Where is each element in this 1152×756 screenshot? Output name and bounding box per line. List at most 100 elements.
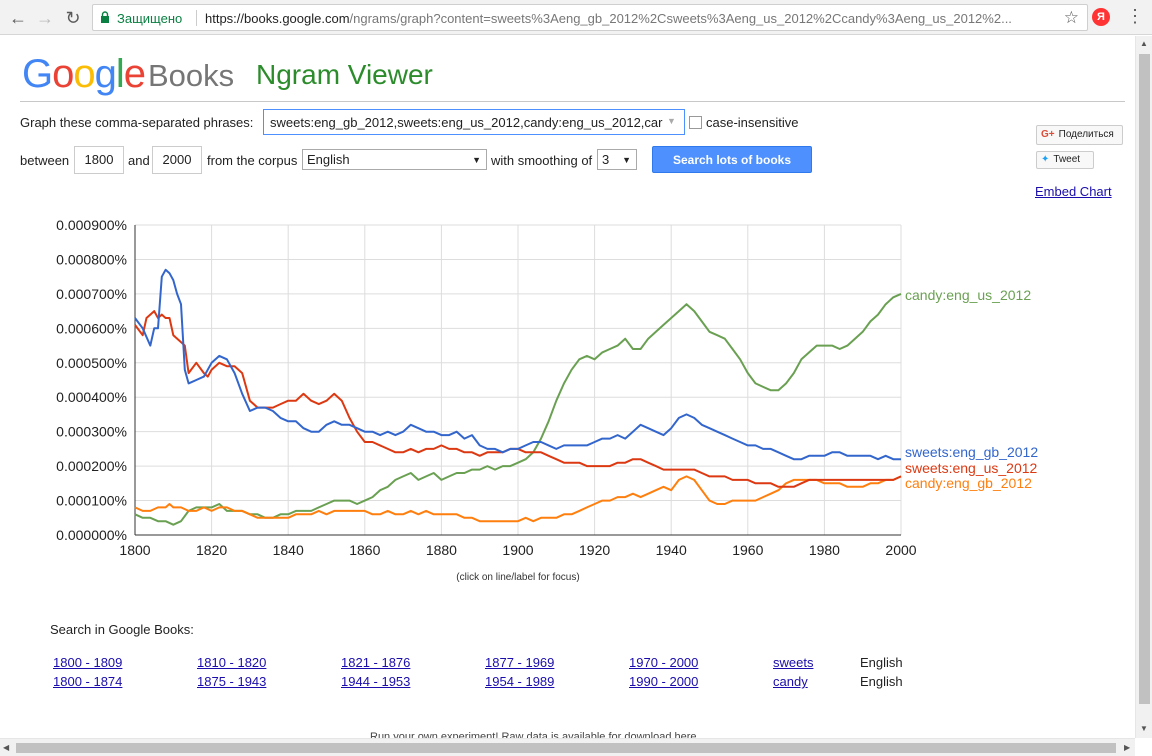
series-line[interactable]	[134, 475, 902, 523]
chevron-down-icon: ▼	[472, 155, 481, 165]
y-tick-label: 0.000100%	[56, 493, 127, 509]
google-logo[interactable]: Google	[22, 52, 146, 97]
book-range-link[interactable]: 1821 - 1876	[341, 655, 411, 670]
y-tick-label: 0.000400%	[56, 389, 127, 405]
book-range-link[interactable]: 1877 - 1969	[485, 655, 555, 670]
back-arrow-icon[interactable]: ←	[9, 8, 27, 28]
series-line[interactable]	[134, 310, 902, 488]
book-range-link[interactable]: 1800 - 1874	[53, 674, 123, 689]
phrases-input[interactable]: sweets:eng_gb_2012,sweets:eng_us_2012,ca…	[263, 109, 685, 135]
series-label[interactable]: candy:eng_us_2012	[905, 287, 1031, 303]
y-tick-label: 0.000800%	[56, 251, 127, 267]
lock-icon	[101, 11, 109, 23]
vertical-scroll-thumb[interactable]	[1139, 54, 1150, 704]
book-term-link[interactable]: candy	[773, 674, 808, 689]
book-range-link[interactable]: 1800 - 1809	[53, 655, 123, 670]
vertical-scrollbar[interactable]: ▲ ▼	[1135, 36, 1152, 738]
book-range-link[interactable]: 1990 - 2000	[629, 674, 699, 689]
end-year-input[interactable]: 2000	[152, 146, 202, 174]
x-tick-label: 1960	[732, 542, 763, 558]
chart-axes: 0.000000% 0.000100% 0.000200% 0.000300% 0.00…	[56, 217, 917, 558]
y-tick-label: 0.000600%	[56, 320, 127, 336]
tweet-label: Tweet	[1053, 154, 1081, 165]
address-divider	[196, 10, 197, 26]
logo-letter: e	[123, 52, 146, 96]
series-label[interactable]: candy:eng_gb_2012	[905, 475, 1032, 491]
scroll-up-icon[interactable]: ▲	[1140, 39, 1148, 48]
and-label: and	[128, 153, 150, 168]
logo-letter: G	[22, 52, 53, 96]
between-label: between	[20, 153, 70, 168]
phrases-dropdown-icon[interactable]: ▼	[667, 116, 676, 126]
twitter-bird-icon: ✦	[1041, 154, 1050, 165]
series-line[interactable]	[134, 268, 901, 461]
chart-grid	[134, 224, 902, 536]
google-plus-share-button[interactable]: G+ Поделиться	[1036, 125, 1123, 145]
corpus-select[interactable]: English ▼	[302, 149, 487, 170]
secure-label: Защищено	[117, 11, 183, 26]
case-insensitive-label: case-insensitive	[706, 115, 799, 130]
book-language: English	[860, 674, 903, 689]
x-tick-label: 1940	[656, 542, 687, 558]
x-tick-label: 1980	[809, 542, 840, 558]
google-plus-icon: G+	[1041, 129, 1055, 140]
phrases-label: Graph these comma-separated phrases:	[20, 115, 254, 130]
x-tick-label: 1880	[426, 542, 457, 558]
series-line[interactable]	[134, 292, 902, 526]
x-tick-label: 1900	[502, 542, 533, 558]
chart-lines[interactable]	[134, 268, 902, 526]
y-tick-label: 0.000300%	[56, 424, 127, 440]
scroll-down-icon[interactable]: ▼	[1140, 724, 1148, 733]
books-logo-text: Books	[148, 58, 235, 93]
logo-letter: o	[52, 52, 74, 96]
embed-chart-link[interactable]: Embed Chart	[1035, 184, 1112, 199]
smoothing-select[interactable]: 3 ▼	[597, 149, 637, 170]
horizontal-scroll-thumb[interactable]	[16, 743, 1116, 753]
y-tick-label: 0.000000%	[56, 527, 127, 543]
logo-letter: g	[94, 52, 117, 96]
smoothing-label: with smoothing of	[491, 153, 593, 168]
url-text[interactable]: https://books.google.com/ngrams/graph?co…	[205, 11, 1055, 26]
header-divider	[20, 101, 1125, 102]
reload-icon[interactable]: ↻	[65, 8, 81, 28]
book-range-link[interactable]: 1944 - 1953	[341, 674, 411, 689]
bookmark-star-icon[interactable]: ☆	[1063, 8, 1079, 27]
book-range-link[interactable]: 1970 - 2000	[629, 655, 699, 670]
share-label: Поделиться	[1058, 129, 1114, 140]
case-insensitive-checkbox[interactable]	[689, 116, 702, 129]
series-label[interactable]: sweets:eng_gb_2012	[905, 444, 1038, 460]
x-tick-label: 1860	[349, 542, 380, 558]
book-range-link[interactable]: 1954 - 1989	[485, 674, 555, 689]
address-bar[interactable]: Защищено https://books.google.com/ngrams…	[92, 4, 1088, 31]
y-tick-label: 0.000900%	[56, 217, 127, 233]
scroll-left-icon[interactable]: ◀	[3, 743, 10, 752]
chart-focus-note: (click on line/label for focus)	[456, 572, 579, 583]
x-tick-label: 1920	[579, 542, 610, 558]
search-in-books-label: Search in Google Books:	[50, 622, 194, 637]
chart-series-labels[interactable]: sweets:eng_gb_2012sweets:eng_us_2012cand…	[905, 287, 1038, 491]
logo-letter: l	[115, 52, 125, 96]
book-range-link[interactable]: 1810 - 1820	[197, 655, 267, 670]
series-label[interactable]: sweets:eng_us_2012	[905, 460, 1038, 476]
corpus-label: from the corpus	[207, 153, 298, 168]
yandex-extension-icon[interactable]: Я	[1092, 8, 1110, 26]
corpus-select-value: English	[307, 152, 350, 167]
scroll-right-icon[interactable]: ▶	[1124, 743, 1131, 752]
browser-menu-icon[interactable]: ⋮	[1126, 6, 1144, 26]
forward-arrow-icon[interactable]: →	[36, 8, 54, 28]
horizontal-scrollbar[interactable]: ◀ ▶	[0, 738, 1135, 756]
browser-toolbar: ← → ↻ Защищено https://books.google.com/…	[0, 0, 1152, 35]
book-term-link[interactable]: sweets	[773, 655, 814, 670]
book-range-link[interactable]: 1875 - 1943	[197, 674, 267, 689]
start-year-input[interactable]: 1800	[74, 146, 124, 174]
chevron-down-icon: ▼	[622, 155, 631, 165]
url-host: https://books.google.com	[205, 11, 350, 26]
book-language: English	[860, 655, 903, 670]
ngram-chart[interactable]: 0.000000% 0.000100% 0.000200% 0.000300% 0.00…	[0, 200, 1080, 590]
page-title: Ngram Viewer	[256, 59, 433, 90]
search-books-button[interactable]: Search lots of books	[652, 146, 812, 173]
logo-letter: o	[73, 52, 95, 96]
tweet-button[interactable]: ✦ Tweet	[1036, 151, 1094, 169]
x-tick-label: 1820	[196, 542, 227, 558]
x-tick-label: 1800	[119, 542, 150, 558]
